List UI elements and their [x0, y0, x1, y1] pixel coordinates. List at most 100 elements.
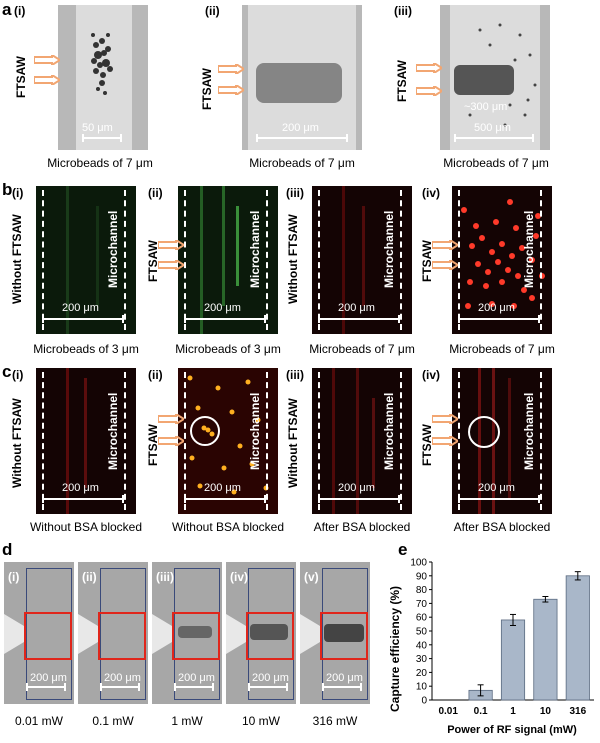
panel-a-iii-caption: Microbeads of 7 μm: [443, 156, 549, 170]
chart-y-tick-label: 50: [416, 627, 428, 638]
chart-y-tick-label: 60: [416, 613, 428, 624]
panel-c-label: c: [2, 362, 12, 381]
panel-a-i-scale-text: 50 μm: [82, 122, 113, 134]
panel-c-iv-circle-marker: [468, 416, 500, 448]
panel-d-iii-power: 1 mW: [171, 714, 203, 728]
chart-y-tick-label: 10: [416, 682, 428, 693]
panel-a-ii-arrow-2: [218, 85, 244, 95]
panel-a-ii-ftsaw-label: FTSAW: [200, 68, 214, 110]
panel-a-ii-sublabel: (ii): [205, 4, 220, 18]
panel-d-iv-image: 200 μm: [226, 562, 296, 704]
panel-b-iv-image: Microchannel 200 μm: [452, 186, 552, 334]
chart-y-tick-label: 90: [416, 571, 428, 582]
panel-c-iv-arrow-2: [432, 436, 458, 446]
panel-a-i-arrow-2: [34, 75, 60, 85]
panel-b-i-image: Microchannel 200 μm: [36, 186, 136, 334]
panel-c-i-caption: Without BSA blocked: [29, 520, 143, 534]
panel-a-iii-arrow-1: [416, 63, 442, 73]
chart-y-tick-label: 30: [416, 654, 428, 665]
panel-b-ii-caption: Microbeads of 3 μm: [175, 342, 281, 356]
panel-a-ii-image: 200 μm: [242, 5, 362, 150]
panel-a-i-arrow-1: [34, 55, 60, 65]
panel-b-iv-sublabel: (iv): [422, 186, 440, 200]
panel-c-iv-sublabel: (iv): [422, 368, 440, 382]
panel-c-i-channel-label: Microchannel: [106, 392, 120, 470]
panel-b-iii-caption: Microbeads of 7 μm: [309, 342, 415, 356]
panel-d-i-image: 200 μm: [4, 562, 74, 704]
panel-c-ii-arrow-2: [158, 436, 184, 446]
chart-x-tick-label: 1: [510, 706, 516, 717]
panel-b-i-scale-bar: [42, 315, 124, 323]
panel-d-iii-sublabel: (iii): [156, 570, 174, 584]
panel-c-ii-circle-marker: [190, 416, 220, 446]
panel-c-i-image: Microchannel 200 μm: [36, 368, 136, 514]
panel-c-iv-channel-label: Microchannel: [522, 392, 536, 470]
chart-bar: [533, 598, 558, 701]
panel-c-iv-caption: After BSA blocked: [453, 520, 551, 534]
panel-c-iii-channel-label: Microchannel: [382, 392, 396, 470]
chart-y-tick-label: 40: [416, 640, 428, 651]
chart-x-tick-label: 316: [569, 706, 586, 717]
panel-d-i-sublabel: (i): [8, 570, 20, 584]
panel-d-v-scale-text: 200 μm: [326, 672, 363, 684]
chart-bar: [500, 619, 526, 701]
panel-c-iii-caption: After BSA blocked: [313, 520, 411, 534]
panel-c-i-scale-bar: [42, 495, 124, 503]
panel-d-v-image: 200 μm: [300, 562, 370, 704]
panel-c-i-side-label: Without FTSAW: [10, 398, 24, 488]
panel-b-i-sublabel: (i): [12, 186, 24, 200]
panel-a-iii-annotation: ~300 μm: [464, 101, 508, 113]
panel-a-i-ftsaw-label: FTSAW: [14, 56, 28, 98]
panel-a-iii-image: 500 μm ~300 μm: [440, 5, 550, 150]
panel-c-i-sublabel: (i): [12, 368, 24, 382]
panel-b-ii-arrow-1: [158, 240, 184, 250]
panel-d-label: d: [2, 540, 13, 559]
panel-c-iii-sublabel: (iii): [286, 368, 304, 382]
panel-c-ii-channel-label: Microchannel: [248, 392, 262, 470]
panel-b-ii-image: Microchannel 200 μm: [178, 186, 278, 334]
panel-a-iii-sublabel: (iii): [394, 4, 412, 18]
panel-d-ii-sublabel: (ii): [82, 570, 97, 584]
chart-y-tick-label: 20: [416, 668, 428, 679]
chart-x-axis-label: Power of RF signal (mW): [447, 724, 577, 736]
panel-c-iv-scale-text: 200 μm: [478, 482, 515, 494]
panel-b-iii-channel-label: Microchannel: [382, 210, 396, 288]
panel-d-v-sublabel: (v): [304, 570, 319, 584]
panel-c-ii-scale-bar: [184, 495, 266, 503]
panel-a-iii-scale-bar: [454, 134, 534, 142]
panel-e-label: e: [398, 540, 408, 559]
panel-d-iv-scale-text: 200 μm: [252, 672, 289, 684]
panel-c-iii-scale-text: 200 μm: [338, 482, 375, 494]
panel-b-ii-scale-bar: [184, 315, 266, 323]
panel-b-ii-channel-label: Microchannel: [248, 210, 262, 288]
panel-b-iv-caption: Microbeads of 7 μm: [449, 342, 555, 356]
chart-x-tick-label: 0.1: [474, 706, 488, 717]
chart-x-tick-label: 0.01: [438, 706, 458, 717]
panel-c-ii-caption: Without BSA blocked: [171, 520, 285, 534]
panel-b-iii-scale-bar: [318, 315, 400, 323]
panel-c-iii-side-label: Without FTSAW: [286, 398, 300, 488]
panel-d-iii-image: 200 μm: [152, 562, 222, 704]
chart-bar: [565, 575, 590, 701]
panel-c-i-scale-text: 200 μm: [62, 482, 99, 494]
panel-c-ii-arrow-1: [158, 414, 184, 424]
panel-c-ii-image: Microchannel 200 μm: [178, 368, 278, 514]
panel-a-ii-scale-text: 200 μm: [282, 122, 319, 134]
panel-b-ii-sublabel: (ii): [148, 186, 163, 200]
panel-d-ii-scale-text: 200 μm: [104, 672, 141, 684]
chart-plot-area: 0 10 20 30 40 50 60 70 80 90 100 0.01 0.1 1 10 316: [410, 558, 594, 717]
panel-d-v-power: 316 mW: [312, 714, 358, 728]
panel-d-ii-power: 0.1 mW: [92, 714, 134, 728]
panel-b-iv-arrow-1: [432, 240, 458, 250]
capture-efficiency-chart: Capture efficiency (%) 0 10 20 30 40 50 60 70 80…: [384, 552, 600, 743]
panel-d-iii-scale-text: 200 μm: [178, 672, 215, 684]
panel-c-ii-scale-text: 200 μm: [204, 482, 241, 494]
panel-a-i-scale-bar: [82, 134, 122, 142]
chart-y-tick-label: 70: [416, 599, 428, 610]
panel-a-i-image: 50 μm: [58, 5, 148, 150]
chart-y-tick-label: 80: [416, 585, 428, 596]
panel-a-i-caption: Microbeads of 7 μm: [47, 156, 153, 170]
panel-c-iv-scale-bar: [458, 495, 540, 503]
panel-d-i-scale-text: 200 μm: [30, 672, 67, 684]
panel-b-iii-sublabel: (iii): [286, 186, 304, 200]
